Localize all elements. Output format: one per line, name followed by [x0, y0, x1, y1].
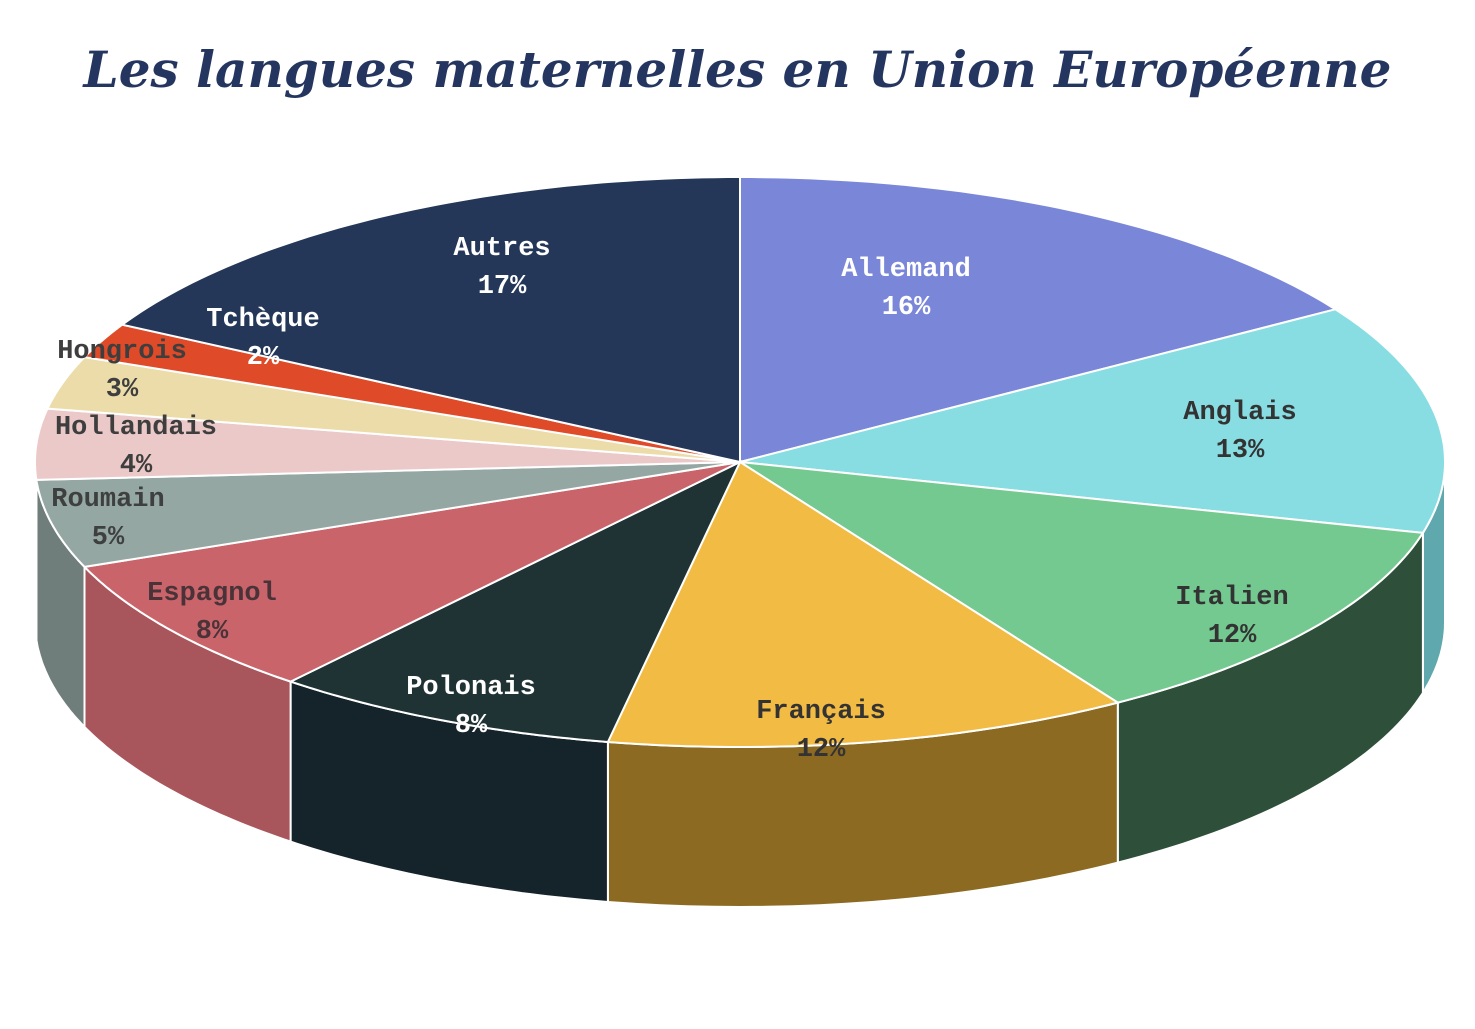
data-label-espagnol: Espagnol 8%	[147, 579, 277, 647]
data-label-hongrois: Hongrois 3%	[57, 337, 187, 405]
data-label-allemand: Allemand 16%	[841, 255, 971, 323]
data-label-anglais: Anglais 13%	[1183, 398, 1296, 466]
pie-slice-allemand[interactable]	[739, 176, 1338, 464]
data-label-italien: Italien 12%	[1175, 583, 1288, 651]
pie-slice-polonais[interactable]	[287, 459, 743, 744]
data-label-tchèque: Tchèque 2%	[206, 305, 319, 373]
pie-slice-tchèque[interactable]	[82, 323, 741, 463]
pie-slice-italien[interactable]	[739, 461, 1425, 704]
pie-slice-autres[interactable]	[119, 176, 741, 464]
pie-slice-anglais[interactable]	[739, 308, 1446, 534]
pie-slice-roumain[interactable]	[35, 461, 741, 568]
pie-labels: Allemand 16% Anglais 13% Italien 12% Français 1…	[51, 234, 1296, 765]
pie-slice-français[interactable]	[606, 460, 1121, 748]
data-label-polonais: Polonais 8%	[406, 673, 536, 741]
pie-side-walls	[34, 462, 1446, 909]
pie-slice-hongrois[interactable]	[46, 356, 741, 463]
pie-side-hollandais	[34, 462, 38, 641]
data-label-français: Français 12%	[756, 697, 886, 765]
pie-slice-espagnol[interactable]	[82, 461, 741, 683]
pie-slice-hollandais[interactable]	[34, 407, 741, 481]
data-label-roumain: Roumain 5%	[51, 485, 164, 553]
data-label-autres: Autres 17%	[453, 234, 550, 302]
pie-slices	[34, 176, 1446, 748]
data-label-hollandais: Hollandais 4%	[55, 413, 217, 481]
chart-title: Les langues maternelles en Union Europée…	[83, 40, 1392, 99]
